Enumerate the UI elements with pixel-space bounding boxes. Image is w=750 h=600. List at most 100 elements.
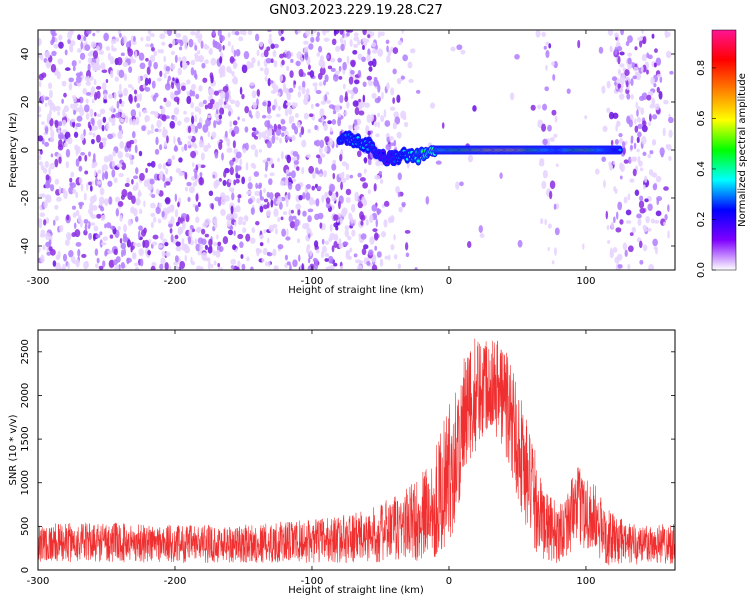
spectrogram-cell: [277, 91, 281, 96]
spectrogram-cell: [221, 152, 224, 161]
spectrogram-cell: [194, 45, 198, 51]
spectrogram-cell: [94, 111, 97, 117]
spectrogram-cell: [339, 217, 343, 225]
spectrogram-cell: [221, 64, 226, 73]
spectrogram-cell: [267, 260, 271, 267]
spectrogram-cell: [259, 41, 264, 47]
spectrogram-cell: [57, 58, 64, 65]
spectrogram-cell: [139, 62, 146, 70]
spectrogram-cell: [108, 259, 115, 268]
spectrogram-cell: [79, 71, 83, 76]
spectrogram-cell: [285, 65, 290, 72]
spectrogram-cell: [50, 63, 57, 73]
spectrogram-cell: [92, 194, 97, 202]
spectrogram-cell: [311, 185, 316, 191]
spectrogram-cell: [204, 59, 209, 64]
spectrogram-cell: [250, 162, 256, 168]
spectrogram-cell: [275, 136, 279, 141]
spectrogram-cell: [158, 202, 162, 209]
spectrogram-cell: [397, 172, 402, 181]
spectrogram-cell: [222, 236, 229, 245]
spectrogram-cell: [396, 94, 401, 104]
spectrogram-cell: [241, 263, 246, 270]
spectrogram-cell: [351, 203, 356, 213]
spectrogram-cell: [652, 114, 658, 120]
spectrogram-cell: [236, 165, 242, 171]
spectrogram-cell: [50, 136, 55, 143]
spectrogram-cell: [291, 157, 298, 161]
spectrogram-cell: [110, 39, 117, 45]
spectrogram-cell: [168, 43, 173, 48]
spectrogram-cell: [642, 184, 646, 190]
spectrogram-cell: [286, 154, 292, 164]
spectrogram-cell: [116, 56, 123, 66]
spectrogram-cell: [435, 160, 442, 165]
spectrogram-cell: [289, 220, 296, 229]
spectrogram-cell: [255, 110, 260, 119]
spectrogram-cell: [98, 265, 104, 270]
spectrogram-cell: [64, 49, 68, 56]
spectrogram-cell: [222, 179, 227, 187]
spectrogram-cell: [314, 167, 319, 174]
spectrogram-cell: [320, 153, 326, 158]
spectrogram-cell: [268, 178, 273, 186]
spectrogram-x-ticks: -300 -200 -100 0 100: [27, 30, 596, 287]
spectrogram-cell: [107, 249, 113, 255]
spectrogram-cell: [80, 133, 85, 141]
spectrogram-cell: [196, 265, 202, 270]
spectrogram-cell: [325, 266, 330, 270]
spectrogram-cell: [195, 31, 200, 39]
spectrogram-cell: [304, 51, 309, 61]
spectrogram-cell: [77, 34, 82, 41]
spectrogram-cell: [68, 82, 73, 91]
spectrogram-cell: [235, 48, 241, 57]
spectrogram-cell: [398, 206, 403, 213]
spectrogram-cell: [83, 104, 90, 113]
spectrogram-cell: [87, 63, 91, 72]
spectrogram-cell: [301, 166, 305, 175]
spectrogram-cell: [155, 206, 161, 215]
spectrogram-cell: [175, 167, 181, 174]
spectrogram-cell: [163, 140, 167, 148]
spectrogram-cell: [316, 185, 322, 191]
spectrogram-cell: [301, 263, 304, 270]
spectrogram-cell: [94, 177, 99, 187]
spectrogram-cell: [307, 215, 312, 223]
spectrogram-cell: [386, 45, 389, 53]
spectrogram-cell: [267, 106, 272, 115]
spectrogram-cell: [273, 43, 279, 49]
spectrogram-cell: [204, 218, 211, 225]
spectrogram-cell: [248, 176, 252, 183]
spectrogram-cell: [84, 223, 88, 232]
spectrogram-cell: [217, 263, 221, 268]
spectrogram-cell: [165, 168, 169, 175]
spectrogram-cell: [364, 102, 371, 108]
spectrogram-cell: [113, 177, 118, 184]
spectrogram-cell: [218, 177, 222, 182]
spectrogram-cell: [166, 206, 171, 214]
spectrogram-cell: [273, 208, 279, 218]
spectrogram-cell: [366, 261, 371, 266]
spectrogram-cell: [39, 212, 46, 218]
spectrogram-cell: [392, 122, 397, 130]
spectrogram-cell: [316, 31, 321, 38]
spectrogram-cell: [268, 224, 275, 233]
spectrogram-cell: [102, 116, 107, 123]
spectrogram-cell: [272, 84, 279, 93]
spectrogram-cell: [92, 50, 99, 59]
spectrogram-cell: [131, 195, 136, 205]
spectrogram-cell: [38, 105, 42, 114]
spectrogram-cell: [134, 50, 138, 59]
spectrogram-cell: [651, 172, 658, 178]
spectrogram-cell: [74, 126, 78, 130]
spectrogram-cell: [333, 222, 339, 228]
spectrogram-cell: [601, 156, 607, 162]
spectrogram-cell: [123, 248, 126, 256]
spectrogram-cell: [266, 100, 272, 108]
spectrogram-cell: [84, 44, 91, 51]
spectrogram-cell: [358, 98, 361, 103]
spectrogram-cell: [639, 207, 646, 214]
spectrogram-cell: [619, 87, 623, 94]
spectrogram-cell: [64, 131, 71, 140]
spectrogram-cell: [272, 248, 277, 257]
